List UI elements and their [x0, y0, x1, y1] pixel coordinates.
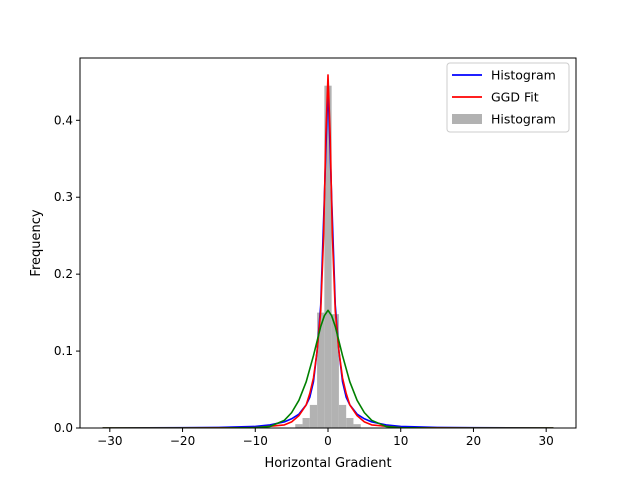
x-tick-label: −10: [243, 434, 268, 448]
plot-area: [102, 74, 554, 428]
y-tick-label: 0.4: [54, 113, 73, 127]
x-tick-label: −20: [170, 434, 195, 448]
x-tick-label: −30: [97, 434, 122, 448]
histogram-bar: [324, 85, 332, 428]
x-axis-ticks: −30 −20 −10 0 10 20 30: [97, 428, 554, 448]
y-tick-label: 0.1: [54, 344, 73, 358]
histogram-bar: [295, 424, 303, 428]
y-axis-ticks: 0.0 0.1 0.2 0.3 0.4: [54, 113, 80, 435]
histogram-bar: [331, 314, 339, 428]
series-line-ggd-fit: [102, 74, 554, 428]
x-tick-label: 30: [539, 434, 554, 448]
legend-items: Histogram GGD Fit Histogram: [452, 68, 556, 127]
histogram-bar: [346, 418, 354, 428]
x-tick-label: 20: [466, 434, 481, 448]
y-tick-label: 0.0: [54, 421, 73, 435]
histogram-bar: [302, 418, 310, 428]
histogram-bar: [338, 404, 347, 428]
histogram-bar: [353, 424, 361, 428]
legend-patch-swatch: [452, 114, 482, 124]
legend-label: GGD Fit: [491, 90, 539, 105]
x-axis-label: Horizontal Gradient: [264, 456, 391, 471]
x-tick-label: 10: [393, 434, 408, 448]
x-tick-label: 0: [324, 434, 332, 448]
legend: Histogram GGD Fit Histogram: [446, 62, 570, 133]
series-line-unlabeled: [102, 309, 554, 428]
series-lines: [102, 74, 554, 428]
y-tick-label: 0.3: [54, 190, 73, 204]
histogram-bars: [295, 85, 361, 428]
histogram-bar: [317, 312, 325, 428]
legend-label: Histogram: [491, 112, 556, 127]
y-axis-label: Frequency: [29, 209, 44, 276]
y-tick-label: 0.2: [54, 267, 73, 281]
legend-label: Histogram: [491, 68, 556, 83]
histogram-bar: [309, 404, 318, 428]
